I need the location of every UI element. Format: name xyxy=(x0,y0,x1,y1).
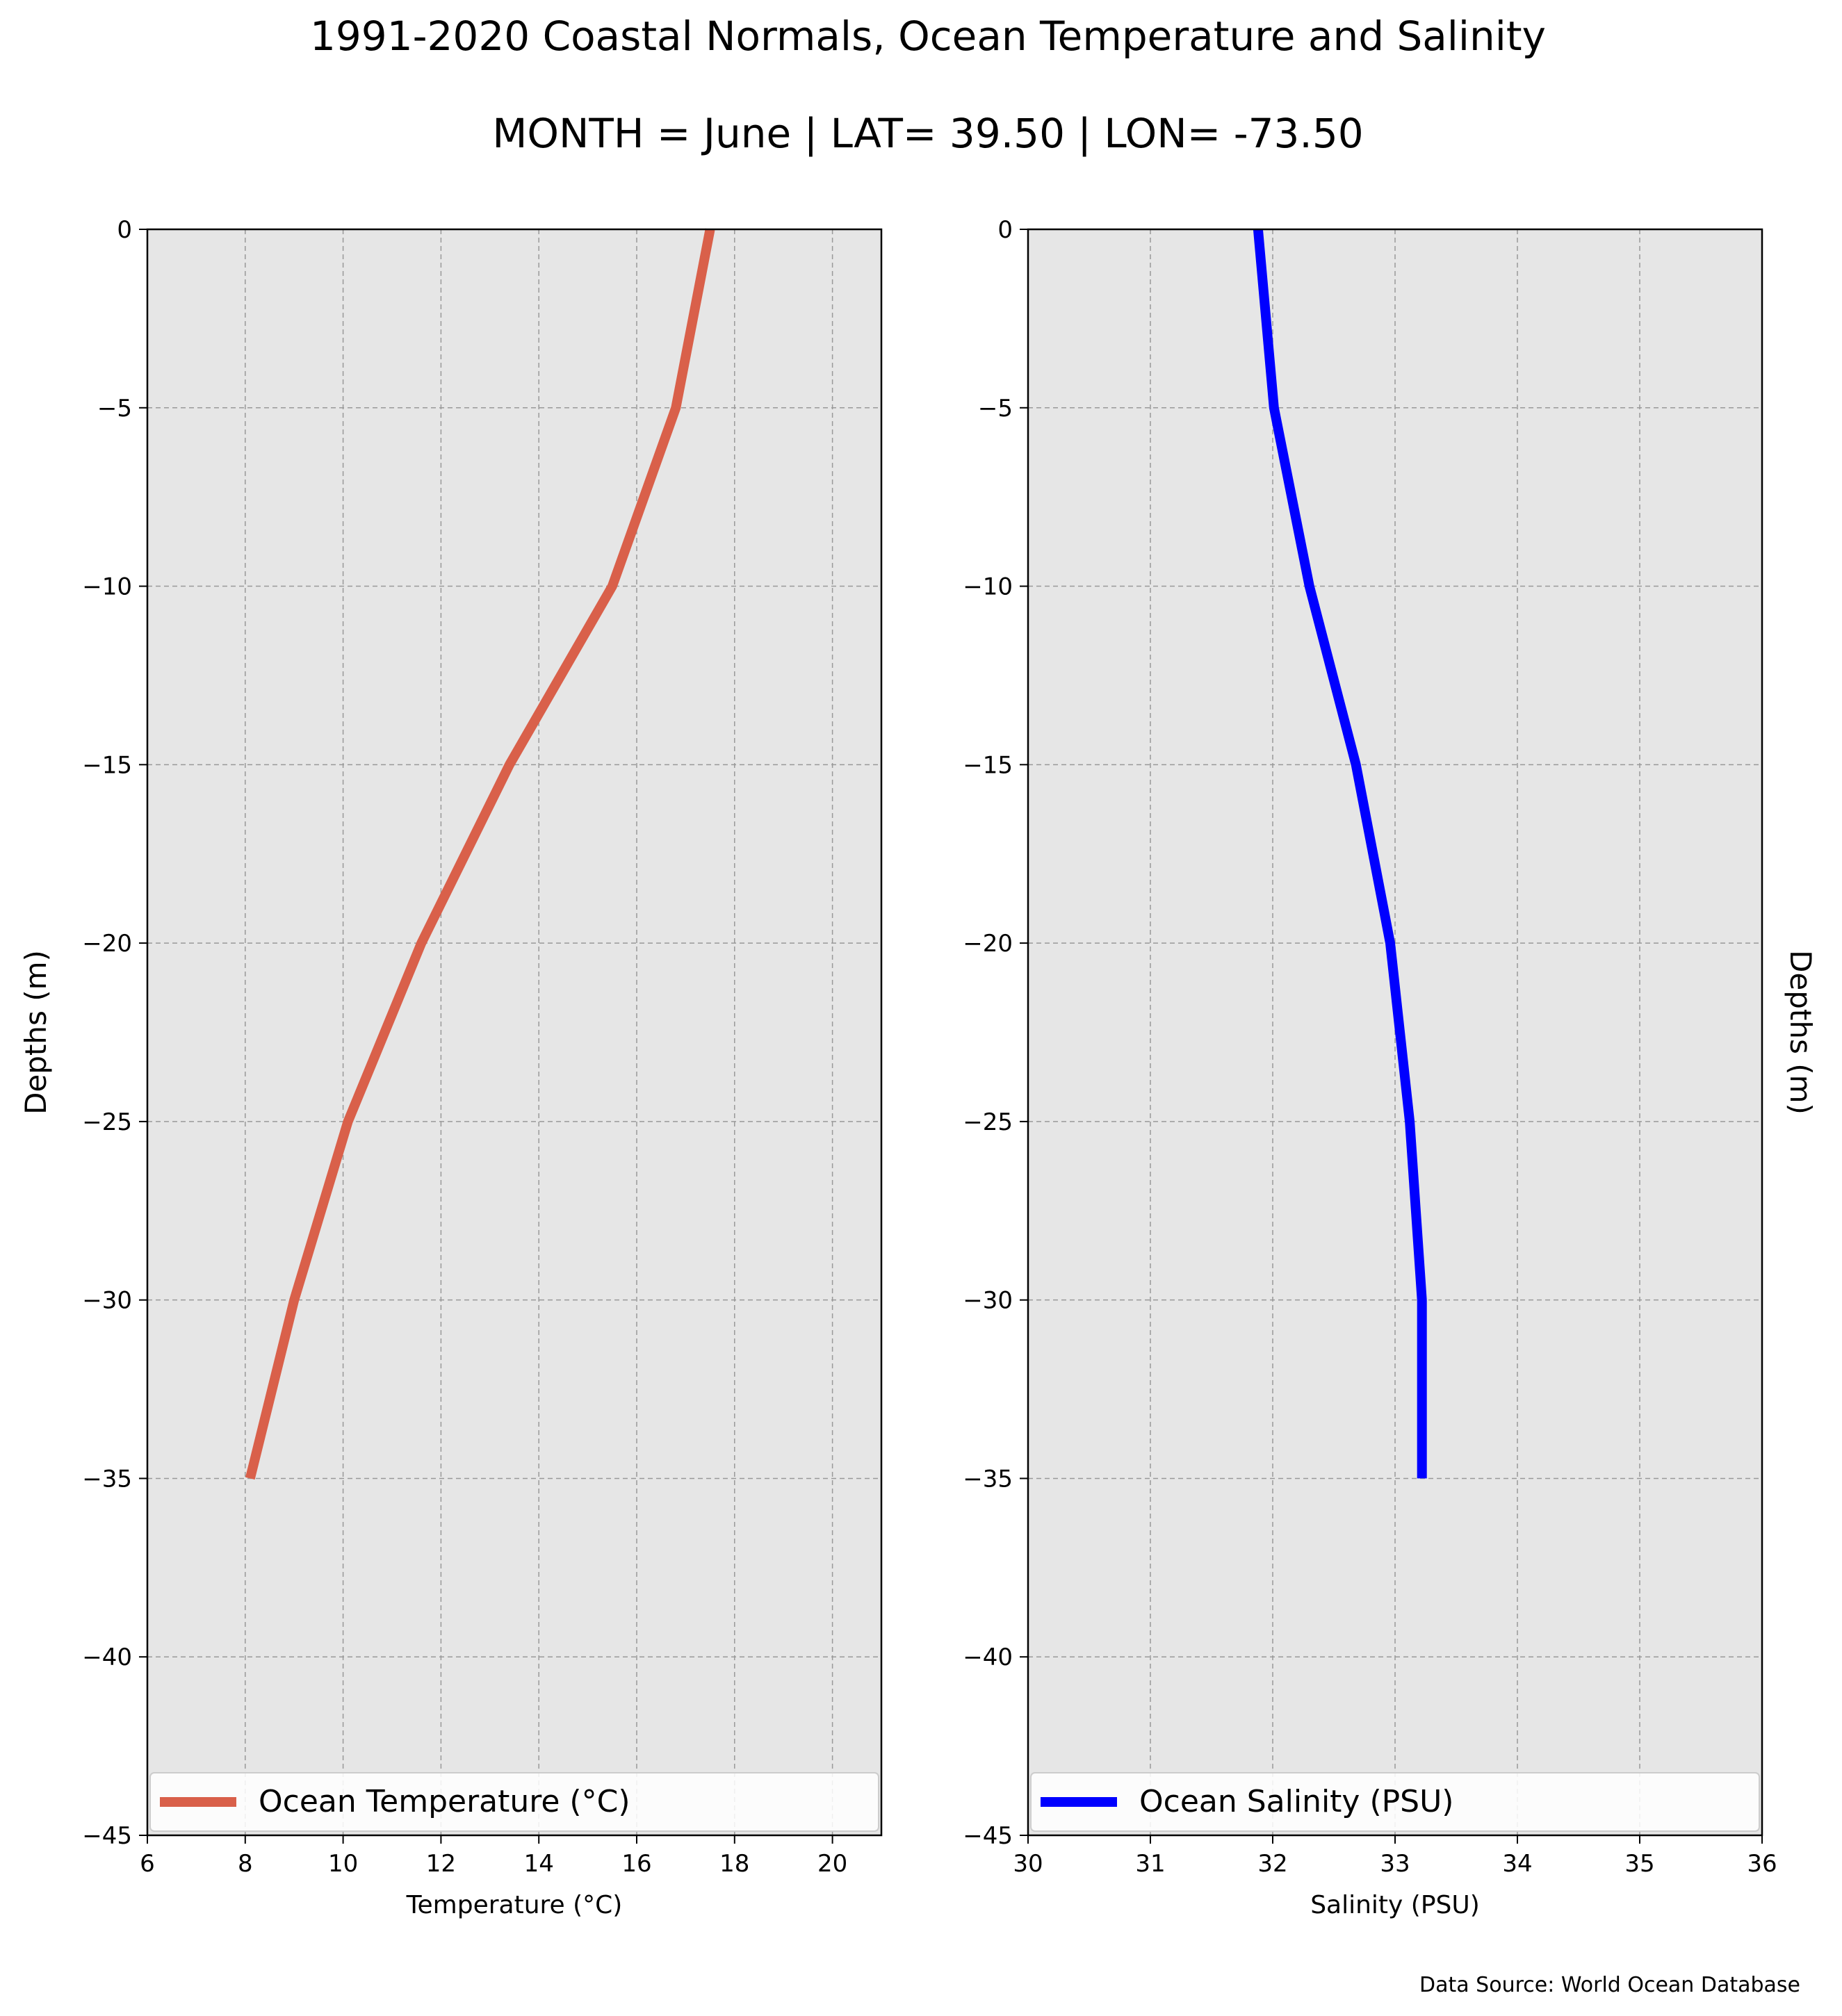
temperature-axes-frame xyxy=(146,228,883,1837)
salinity-x-axis-label: Salinity (PSU) xyxy=(1310,1891,1480,1919)
temperature-legend-box xyxy=(149,1772,879,1832)
salinity-y-axis-label: Depths (m) xyxy=(1784,950,1818,1115)
temperature-y-axis-label: Depths (m) xyxy=(19,950,53,1115)
salinity-y-tick-label: −25 xyxy=(963,1108,1013,1136)
salinity-data-point xyxy=(1309,586,1310,587)
temperature-y-tick-label: −40 xyxy=(82,1644,132,1671)
data-source-note: Data Source: World Ocean Database xyxy=(1419,1973,1800,1997)
salinity-x-tick-label: 34 xyxy=(1502,1850,1532,1878)
salinity-y-tick-label: −5 xyxy=(978,395,1013,423)
salinity-legend: Ocean Salinity (PSU) xyxy=(1030,1772,1760,1832)
salinity-y-tick-label: −20 xyxy=(963,930,1013,958)
temperature-y-tick-label: −45 xyxy=(82,1822,132,1850)
temperature-x-tick-label: 10 xyxy=(328,1850,358,1878)
temperature-plot-area xyxy=(147,229,881,1835)
salinity-x-tick-label: 33 xyxy=(1380,1850,1410,1878)
salinity-x-tick-label: 35 xyxy=(1624,1850,1654,1878)
temperature-x-tick-label: 14 xyxy=(524,1850,554,1878)
temperature-y-tick-label: −25 xyxy=(82,1108,132,1136)
temperature-y-tick-label: −10 xyxy=(82,573,132,601)
salinity-y-tick-label: −10 xyxy=(963,573,1013,601)
salinity-legend-label: Ocean Salinity (PSU) xyxy=(1139,1784,1453,1819)
salinity-y-tick-label: −35 xyxy=(963,1465,1013,1493)
salinity-y-tick-label: −45 xyxy=(963,1822,1013,1850)
temperature-series-line xyxy=(245,228,715,1480)
temperature-x-tick-label: 20 xyxy=(817,1850,847,1878)
temperature-y-tick-label: −30 xyxy=(82,1287,132,1315)
temperature-y-tick-label: −35 xyxy=(82,1465,132,1493)
salinity-data-point xyxy=(1389,943,1390,944)
temperature-x-tick-label: 12 xyxy=(426,1850,456,1878)
salinity-panel: 30 31 32 33 34 35 36 0 −5 −10 −15 −20 −25 −30 −35 −40 −4… xyxy=(963,216,1818,1919)
temperature-data-point xyxy=(509,764,510,765)
salinity-legend-box xyxy=(1030,1772,1760,1832)
salinity-y-tick-label: 0 xyxy=(997,216,1013,244)
salinity-series-line xyxy=(1253,229,1427,1479)
temperature-x-tick-label: 6 xyxy=(140,1850,155,1878)
temperature-y-tick-label: 0 xyxy=(117,216,132,244)
temperature-legend-label: Ocean Temperature (°C) xyxy=(259,1784,630,1819)
temperature-y-tick-label: −20 xyxy=(82,930,132,958)
temperature-x-axis-label: Temperature (°C) xyxy=(406,1891,623,1919)
temperature-y-tick-label: −5 xyxy=(97,395,132,423)
temperature-y-tick-label: −15 xyxy=(82,751,132,779)
figure-subtitle: MONTH = June | LAT= 39.50 | LON= -73.50 xyxy=(492,110,1363,157)
salinity-x-tick-label: 32 xyxy=(1257,1850,1287,1878)
salinity-y-tick-label: −15 xyxy=(963,751,1013,779)
salinity-x-tick-label: 31 xyxy=(1135,1850,1165,1878)
salinity-y-tick-label: −30 xyxy=(963,1287,1013,1315)
figure-title: 1991-2020 Coastal Normals, Ocean Tempera… xyxy=(310,13,1546,60)
salinity-x-tick-label: 30 xyxy=(1013,1850,1043,1878)
salinity-data-point xyxy=(1273,407,1274,408)
temperature-legend: Ocean Temperature (°C) xyxy=(149,1772,879,1832)
temperature-x-tick-label: 18 xyxy=(719,1850,749,1878)
temperature-x-tick-label: 16 xyxy=(621,1850,651,1878)
salinity-data-point xyxy=(1421,1478,1422,1479)
salinity-x-tick-label: 36 xyxy=(1747,1850,1777,1878)
salinity-data-point xyxy=(1355,764,1356,765)
salinity-y-tick-label: −40 xyxy=(963,1644,1013,1671)
temperature-data-point xyxy=(421,943,422,944)
temperature-panel: 6 8 10 12 14 16 18 20 0 −5 −10 −15 −20 −25 −30 −35 −40 −4… xyxy=(19,216,883,1919)
temperature-x-tick-label: 8 xyxy=(238,1850,253,1878)
